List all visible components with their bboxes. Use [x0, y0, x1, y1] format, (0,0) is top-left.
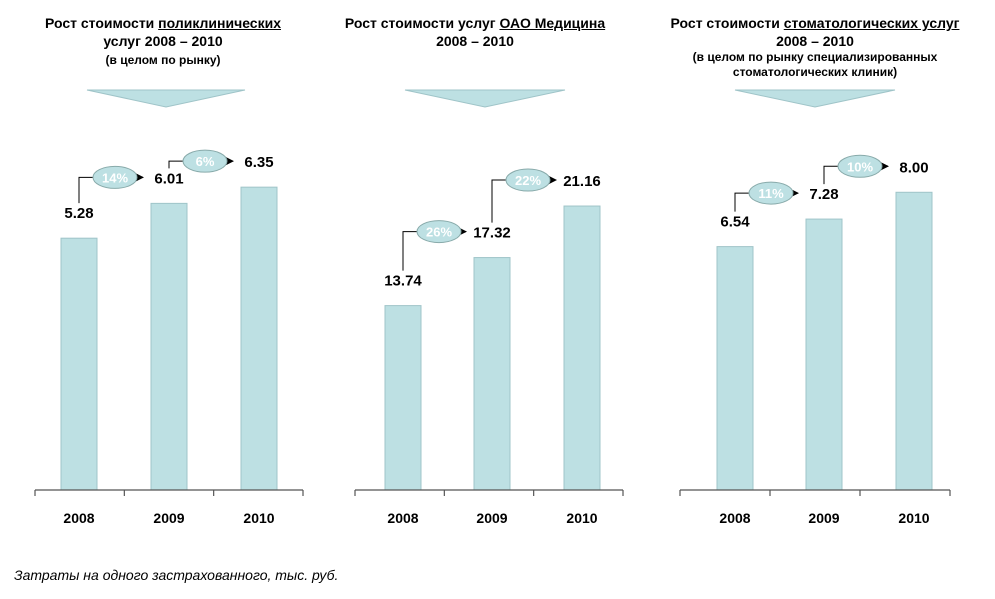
growth-label: 14%: [102, 170, 128, 185]
bar-2009: [150, 202, 188, 491]
x-tick-label: 2010: [898, 510, 929, 526]
growth-bubble: [837, 154, 883, 178]
x-tick-label: 2008: [63, 510, 94, 526]
chart-3-subtitle: (в целом по рынку специализированных сто…: [692, 50, 938, 79]
x-tick-label: 2009: [476, 510, 507, 526]
footnote: Затраты на одного застрахованного, тыс. …: [14, 567, 339, 583]
value-label: 7.28: [809, 186, 838, 203]
value-label: 6.01: [154, 170, 183, 187]
bar-2009: [805, 218, 843, 491]
chart-2: 13.74 2008 17.32 2009 21.16 2010 26% 22%: [354, 89, 624, 526]
growth-bubble: [92, 165, 138, 189]
chart-1-subtitle: (в целом по рынку): [105, 53, 221, 67]
bar-2008: [60, 237, 98, 491]
bar-2008: [384, 305, 422, 491]
value-label: 13.74: [384, 273, 422, 290]
value-label: 6.35: [244, 154, 273, 171]
chart-1-title: Рост стоимости поликлинических услуг 200…: [44, 15, 281, 67]
x-tick-label: 2010: [566, 510, 597, 526]
bar-2010: [895, 191, 933, 491]
bar-2010: [240, 186, 278, 491]
bar-2008: [716, 246, 754, 491]
x-tick-label: 2009: [808, 510, 839, 526]
chart-2-title: Рост стоимости услуг ОАО Медицина 2008 –…: [344, 15, 606, 49]
down-triangle-icon: [404, 89, 566, 108]
growth-label: 6%: [196, 154, 215, 169]
growth-label: 22%: [515, 173, 541, 188]
value-label: 17.32: [473, 225, 511, 242]
growth-label: 11%: [758, 186, 784, 201]
down-triangle-icon: [734, 89, 896, 108]
growth-label: 10%: [847, 159, 873, 174]
chart-3: 6.54 2008 7.28 2009 8.00 2010 11% 10%: [679, 89, 951, 526]
x-tick-label: 2010: [243, 510, 274, 526]
value-label: 6.54: [720, 214, 750, 231]
x-tick-label: 2009: [153, 510, 184, 526]
bar-2009: [473, 257, 511, 491]
value-label: 21.16: [563, 173, 601, 190]
value-label: 8.00: [899, 159, 928, 176]
chart-3-title: Рост стоимости стоматологических услуг 2…: [670, 15, 960, 79]
growth-bubble: [182, 149, 228, 173]
down-triangle-icon: [86, 89, 246, 108]
x-tick-label: 2008: [387, 510, 418, 526]
x-tick-label: 2008: [719, 510, 750, 526]
bar-2010: [563, 205, 601, 491]
growth-label: 26%: [426, 225, 452, 240]
value-label: 5.28: [64, 205, 93, 222]
growth-bubble: [748, 181, 794, 205]
chart-1: 5.28 2008 6.01 2009 6.35 2010 14% 6%: [34, 89, 304, 526]
growth-bubble: [505, 168, 551, 192]
growth-bubble: [416, 220, 462, 244]
